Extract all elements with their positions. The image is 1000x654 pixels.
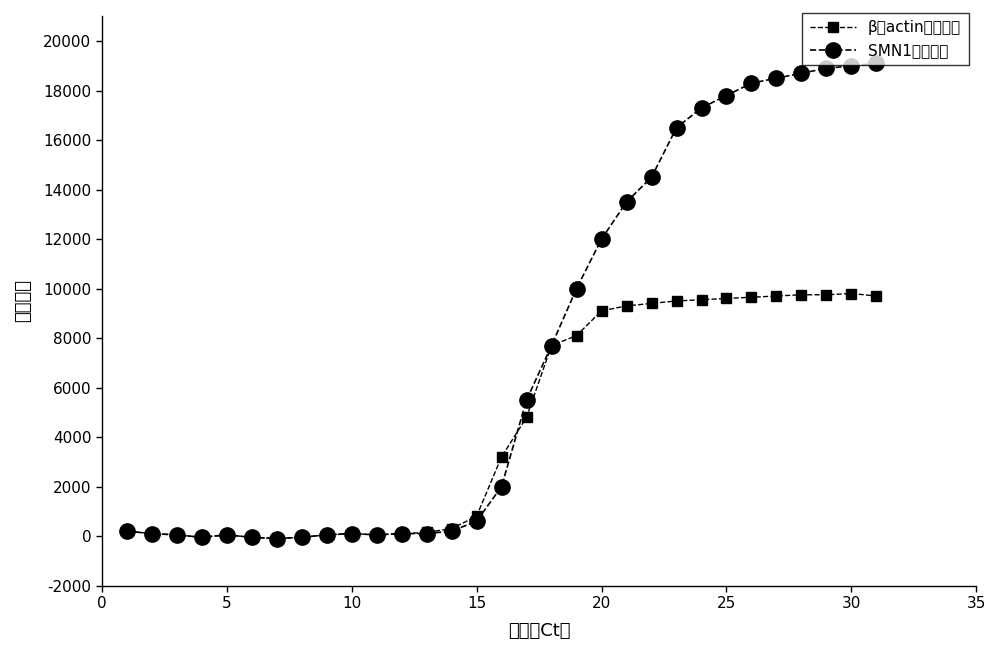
β－actin扩增曲线	[446, 525, 458, 532]
β－actin扩增曲线	[296, 534, 308, 542]
β－actin扩增曲线	[521, 413, 533, 421]
SMN1扩增曲线	[196, 534, 208, 542]
β－actin扩增曲线	[421, 528, 433, 536]
SMN1扩增曲线	[521, 396, 533, 404]
SMN1扩增曲线	[820, 64, 832, 72]
SMN1扩增曲线	[221, 531, 233, 539]
β－actin扩增曲线	[221, 531, 233, 539]
SMN1扩增曲线	[621, 198, 633, 206]
SMN1扩增曲线	[720, 92, 732, 99]
β－actin扩增曲线	[196, 534, 208, 542]
SMN1扩增曲线	[371, 531, 383, 539]
β－actin扩增曲线	[795, 291, 807, 299]
SMN1扩增曲线	[246, 534, 258, 542]
X-axis label: 循环数Ct値: 循环数Ct値	[508, 622, 570, 640]
SMN1扩增曲线	[346, 530, 358, 538]
β－actin扩增曲线	[671, 297, 683, 305]
Legend: β－actin扩增曲线, SMN1扩增曲线: β－actin扩增曲线, SMN1扩增曲线	[802, 12, 969, 65]
SMN1扩增曲线	[121, 527, 133, 535]
β－actin扩增曲线	[621, 302, 633, 310]
SMN1扩增曲线	[271, 534, 283, 542]
β－actin扩增曲线	[720, 294, 732, 302]
SMN1扩增曲线	[671, 124, 683, 131]
SMN1扩增曲线	[321, 531, 333, 539]
β－actin扩增曲线	[546, 341, 558, 349]
β－actin扩增曲线	[396, 530, 408, 538]
β－actin扩增曲线	[146, 530, 158, 538]
β－actin扩增曲线	[371, 531, 383, 539]
SMN1扩增曲线	[571, 284, 583, 292]
SMN1扩增曲线	[496, 483, 508, 490]
β－actin扩增曲线	[346, 530, 358, 538]
β－actin扩增曲线	[646, 300, 658, 307]
β－actin扩增曲线	[870, 292, 882, 300]
SMN1扩增曲线	[446, 527, 458, 535]
SMN1扩增曲线	[471, 517, 483, 525]
SMN1扩增曲线	[171, 531, 183, 539]
SMN1扩增曲线	[396, 530, 408, 538]
SMN1扩增曲线	[146, 530, 158, 538]
SMN1扩增曲线	[845, 62, 857, 70]
SMN1扩增曲线	[421, 530, 433, 538]
SMN1扩增曲线	[745, 79, 757, 87]
SMN1扩增曲线	[770, 75, 782, 82]
β－actin扩增曲线	[471, 512, 483, 520]
Y-axis label: 荧光强度: 荧光强度	[14, 279, 32, 322]
β－actin扩增曲线	[171, 531, 183, 539]
β－actin扩增曲线	[496, 453, 508, 461]
SMN1扩增曲线	[596, 235, 608, 243]
SMN1扩增曲线	[546, 341, 558, 349]
β－actin扩增曲线	[696, 296, 708, 303]
SMN1扩增曲线	[696, 104, 708, 112]
β－actin扩增曲线	[845, 290, 857, 298]
SMN1扩增曲线	[296, 534, 308, 542]
β－actin扩增曲线	[596, 307, 608, 315]
β－actin扩增曲线	[121, 527, 133, 535]
SMN1扩增曲线	[870, 60, 882, 67]
β－actin扩增曲线	[745, 293, 757, 301]
β－actin扩增曲线	[770, 292, 782, 300]
β－actin扩增曲线	[571, 332, 583, 339]
β－actin扩增曲线	[820, 291, 832, 299]
β－actin扩增曲线	[271, 534, 283, 542]
β－actin扩增曲线	[321, 531, 333, 539]
Line: β－actin扩增曲线: β－actin扩增曲线	[122, 288, 881, 543]
Line: SMN1扩增曲线: SMN1扩增曲线	[119, 56, 884, 546]
SMN1扩增曲线	[795, 69, 807, 77]
SMN1扩增曲线	[646, 173, 658, 181]
β－actin扩增曲线	[246, 534, 258, 542]
